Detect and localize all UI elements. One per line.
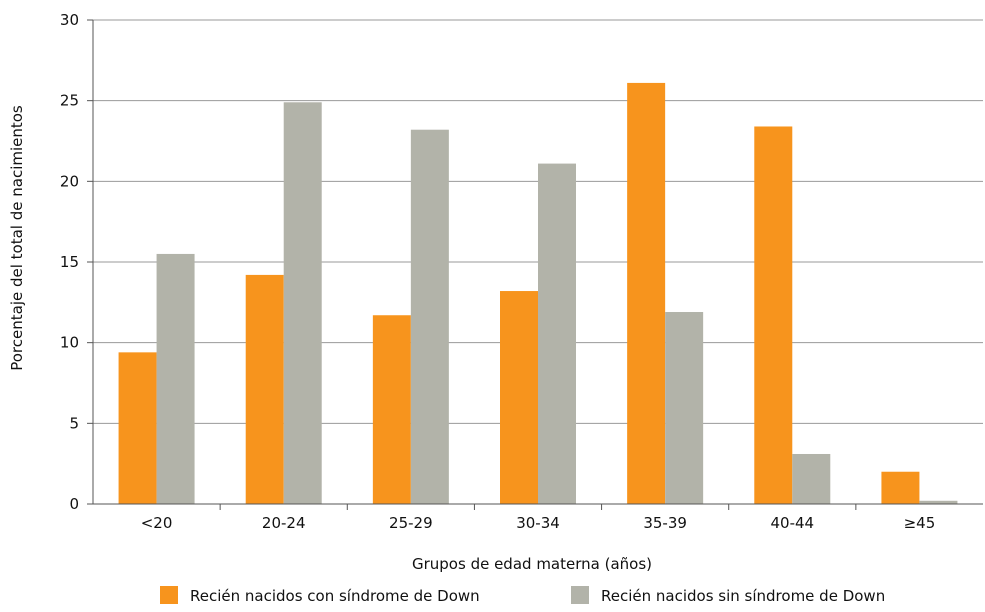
- x-tick-label: ≥45: [904, 514, 936, 532]
- bar-with-down: [627, 82, 666, 505]
- bar-without-down: [792, 453, 831, 504]
- y-axis-title: Porcentaje del total de nacimientos: [8, 105, 26, 371]
- y-tick-label: 20: [60, 172, 79, 190]
- bars: [118, 82, 958, 505]
- bar-with-down: [754, 126, 793, 504]
- legend-swatch: [571, 586, 589, 604]
- y-tick-label: 5: [69, 414, 79, 432]
- bar-with-down: [245, 274, 284, 504]
- bar-without-down: [919, 500, 958, 504]
- y-tick-label: 30: [60, 11, 79, 29]
- x-tick-label: 25-29: [389, 514, 433, 532]
- axes: [87, 19, 983, 510]
- legend-label: Recién nacidos con síndrome de Down: [190, 587, 480, 605]
- y-tick-labels: 0 5 10 15 20 25 30: [60, 11, 79, 513]
- x-tick-labels: <20 20-24 25-29 30-34 35-39 40-44 ≥45: [141, 514, 936, 532]
- bar-with-down: [118, 352, 157, 504]
- bar-with-down: [500, 291, 538, 504]
- legend-swatch: [160, 586, 178, 604]
- x-tick-label: 35-39: [643, 514, 687, 532]
- bar-without-down: [283, 102, 322, 504]
- x-tick-label: 40-44: [770, 514, 814, 532]
- bar-with-down: [881, 471, 920, 504]
- y-tick-label: 0: [69, 495, 79, 513]
- x-tick-label: <20: [141, 514, 173, 532]
- x-tick-label: 20-24: [262, 514, 306, 532]
- bar-with-down: [372, 315, 411, 504]
- bar-without-down: [410, 129, 449, 504]
- legend-label: Recién nacidos sin síndrome de Down: [601, 587, 885, 605]
- bar-without-down: [156, 253, 195, 504]
- y-tick-label: 25: [60, 92, 79, 110]
- y-tick-label: 10: [60, 334, 79, 352]
- y-tick-label: 15: [60, 253, 79, 271]
- x-axis-title: Grupos de edad materna (años): [412, 555, 652, 573]
- bar-without-down: [538, 163, 576, 504]
- x-tick-label: 30-34: [516, 514, 560, 532]
- legend: Recién nacidos con síndrome de Down Recié…: [160, 586, 885, 605]
- bar-without-down: [665, 312, 704, 504]
